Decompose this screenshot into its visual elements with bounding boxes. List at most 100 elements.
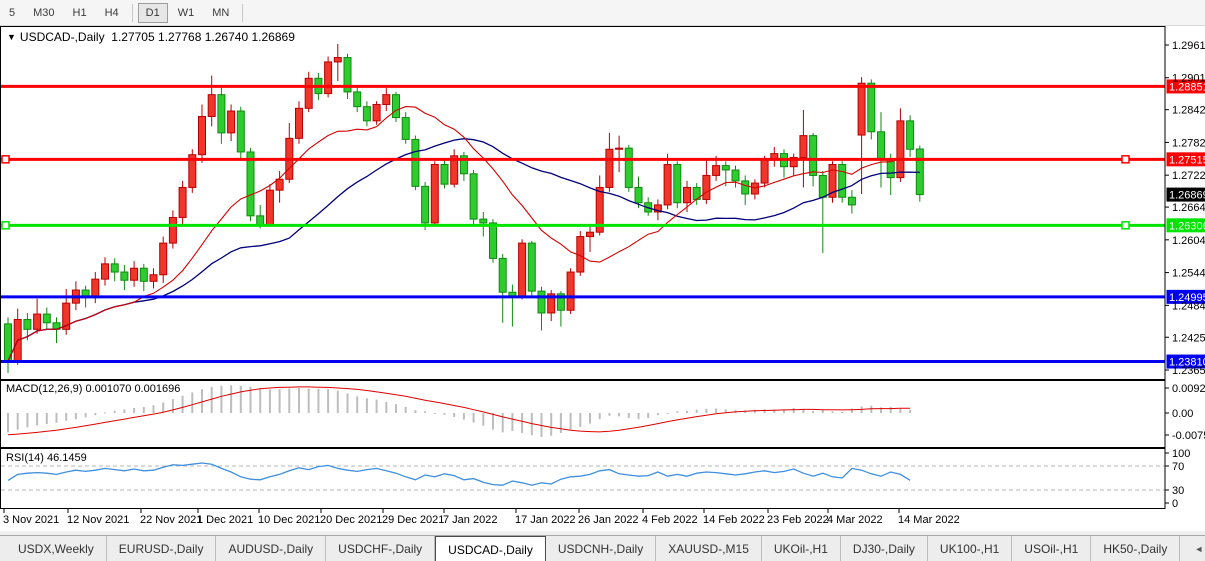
macd-histogram-bar	[443, 413, 446, 415]
candle-body	[149, 274, 158, 282]
macd-signal-line	[7, 386, 911, 436]
candle-body	[537, 290, 546, 314]
candle-body	[683, 186, 691, 204]
macd-histogram-bar	[278, 389, 281, 413]
chevron-down-icon[interactable]: ▼	[7, 32, 16, 42]
macd-axis-label: 0.009278	[1172, 383, 1205, 395]
candle-body	[227, 110, 236, 134]
timeframe-button-5[interactable]: 5	[9, 6, 16, 19]
price-level-badge	[1166, 152, 1205, 167]
candle-body	[498, 257, 507, 293]
date-axis-label: 4 Mar 2022	[827, 514, 883, 526]
macd-histogram-bar	[705, 408, 708, 413]
chart-tab-uk100-h1[interactable]: UK100-,H1	[928, 536, 1013, 561]
price-axis-label: 1.29610	[1172, 40, 1205, 52]
candle-body	[130, 267, 139, 281]
macd-histogram-bar	[686, 410, 688, 413]
macd-histogram-bar	[298, 388, 300, 413]
tab-scroll-left-icon[interactable]: ◄	[1194, 544, 1204, 554]
chart-tab-usoil-h1[interactable]: USOil-,H1	[1012, 536, 1092, 561]
candle-body	[867, 82, 876, 133]
date-axis-label: 3 Nov 2021	[3, 514, 59, 526]
candle-body	[595, 186, 604, 233]
chart-tab-dj30-daily[interactable]: DJ30-,Daily	[841, 536, 928, 561]
macd-histogram-bar	[385, 401, 388, 413]
macd-histogram-bar	[889, 406, 892, 413]
candle-body	[847, 196, 856, 206]
macd-histogram-bar	[55, 413, 58, 423]
candle-body	[624, 147, 633, 188]
price-axis-label: 1.24840	[1172, 300, 1205, 312]
date-axis-label: 22 Nov 2021	[140, 514, 202, 526]
macd-histogram-bar	[821, 410, 824, 413]
macd-axis-label: 0.00	[1172, 408, 1193, 420]
candle-body	[353, 91, 362, 108]
chart-tab-usdcnh-daily[interactable]: USDCNH-,Daily	[546, 536, 657, 561]
macd-histogram-bar	[802, 409, 805, 413]
chart-tab-usdcad-daily[interactable]: USDCAD-,Daily	[435, 536, 546, 561]
candle-body	[33, 313, 42, 330]
candle-body	[896, 120, 905, 179]
chart-tab-usdx-weekly[interactable]: USDX,Weekly	[6, 536, 107, 561]
candle-body	[566, 271, 575, 311]
level-handle-left[interactable]	[1, 221, 10, 230]
candle-body	[527, 242, 536, 292]
chart-tab-usdchf-daily[interactable]: USDCHF-,Daily	[326, 536, 436, 561]
chart-tab-eurusd-daily[interactable]: EURUSD-,Daily	[107, 536, 217, 561]
candle-body	[430, 164, 439, 224]
candle-body	[401, 117, 410, 140]
macd-histogram-bar	[870, 405, 873, 413]
level-handle-right[interactable]	[1121, 155, 1130, 164]
macd-histogram-bar	[521, 413, 524, 433]
candle-body	[634, 186, 643, 204]
price-axis-label: 1.25440	[1172, 268, 1205, 280]
symbol-tab-bar: USDX,Weekly EURUSD-,Daily AUDUSD-,Daily USD…	[0, 535, 1205, 561]
macd-histogram-bar	[346, 393, 349, 413]
candle-body	[741, 180, 750, 195]
price-level-badge	[1166, 289, 1205, 304]
chart-tab-xauusd-m15[interactable]: XAUUSD-,M15	[656, 536, 762, 561]
chart-canvas[interactable]: 1.28851 1.27515 1.26306 1.24995 1.23810 1.296…	[0, 26, 1205, 531]
macd-histogram-bar	[113, 410, 116, 413]
candle-body	[421, 185, 430, 224]
timeframe-button-w1[interactable]: W1	[177, 6, 195, 19]
candle-body	[906, 120, 915, 150]
price-axis-label: 1.24255	[1172, 332, 1205, 344]
timeframe-button-h1[interactable]: H1	[72, 6, 87, 19]
candle-body	[178, 186, 187, 218]
macd-histogram-bar	[482, 413, 485, 426]
macd-histogram-bar	[327, 389, 330, 413]
candle-body	[556, 293, 565, 311]
timeframe-button-mn[interactable]: MN	[212, 6, 230, 19]
date-axis-label: 14 Feb 2022	[703, 514, 765, 526]
ohlc-open-value: 1.27705	[111, 30, 155, 44]
chart-tab-audusd-daily[interactable]: AUDUSD-,Daily	[216, 536, 327, 561]
chart-tab-ukoil-h1[interactable]: UKOil-,H1	[762, 536, 841, 561]
level-handle-right[interactable]	[1121, 221, 1130, 230]
macd-histogram-bar	[453, 413, 456, 417]
macd-histogram-bar	[181, 395, 184, 413]
candle-body	[42, 313, 51, 324]
candle-body	[673, 164, 682, 204]
timeframe-button-m30[interactable]: M30	[33, 6, 55, 19]
timeframe-button-d1[interactable]: D1	[137, 2, 168, 23]
chart-title-bar: ▼ USDCAD-,Daily 1.27705 1.27768 1.26740 1…	[7, 31, 295, 44]
candle-body	[362, 106, 371, 122]
timeframe-toolbar: 5 M30 H1 H4 D1 W1 MN	[0, 0, 1205, 26]
candle-body	[440, 164, 449, 185]
chart-symbol-label: USDCAD-,Daily	[19, 30, 105, 44]
macd-histogram-bar	[550, 413, 553, 436]
timeframe-button-h4[interactable]: H4	[104, 6, 119, 19]
macd-signal-value: 0.001696	[134, 383, 181, 395]
candle-body	[731, 169, 740, 182]
candle-body	[372, 103, 381, 122]
price-axis-label: 1.23655	[1172, 365, 1205, 377]
macd-histogram-bar	[618, 413, 621, 417]
macd-histogram-bar	[133, 408, 136, 413]
candle-body	[721, 165, 730, 171]
macd-histogram-bar	[569, 413, 572, 430]
level-handle-left[interactable]	[1, 155, 10, 164]
macd-histogram-bar	[365, 398, 368, 413]
chart-tab-hk50-daily[interactable]: HK50-,Daily	[1091, 536, 1181, 561]
candle-body	[653, 204, 662, 213]
